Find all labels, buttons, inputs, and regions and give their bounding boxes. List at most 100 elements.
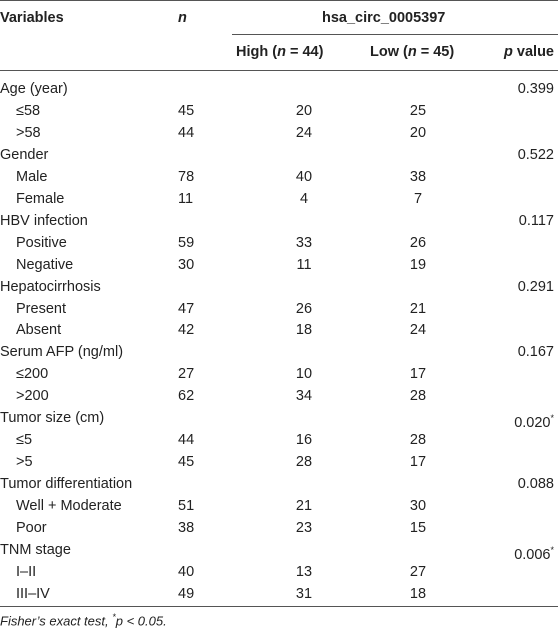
row-p-value: 0.291 [517, 278, 554, 295]
row-label: Poor [16, 520, 47, 536]
table-row: Tumor size (cm) 0.020* [0, 407, 558, 431]
table-row: Tumor differentiation 0.088 [0, 473, 558, 495]
row-p-value: 0.117 [518, 212, 554, 229]
row-low: 38 [409, 168, 427, 185]
table-row: HBV infection 0.117 [0, 210, 558, 232]
table-row: Hepatocirrhosis 0.291 [0, 276, 558, 298]
row-low: 7 [413, 190, 423, 207]
row-low: 17 [409, 366, 427, 383]
row-label: Negative [16, 256, 74, 273]
row-low: 28 [409, 432, 427, 449]
row-low: 28 [409, 388, 427, 405]
row-high: 24 [295, 124, 313, 141]
table-row: Present 47 26 21 [0, 298, 558, 320]
table-row: III–IV 49 31 18 [0, 583, 558, 605]
row-n: 38 [178, 520, 195, 536]
row-n: 42 [178, 322, 195, 339]
row-n: 59 [178, 234, 195, 251]
row-label: Serum AFP (ng/ml) [0, 344, 124, 361]
row-label: Tumor size (cm) [0, 410, 105, 427]
row-high: 20 [295, 102, 313, 119]
row-low: 19 [409, 256, 427, 273]
row-label: Hepatocirrhosis [0, 278, 101, 295]
table-row: Age (year) 0.399 [0, 78, 558, 100]
row-high: 40 [295, 168, 313, 185]
significance-star: * [550, 544, 554, 555]
row-p-value: 0.399 [517, 81, 554, 97]
row-label: TNM stage [0, 541, 71, 558]
row-low: 21 [409, 300, 427, 317]
table-row: >58 44 24 20 [0, 122, 558, 144]
row-high: 23 [295, 520, 313, 536]
row-n: 11 [178, 190, 194, 207]
row-n: 44 [178, 124, 195, 141]
table-row: Male 78 40 38 [0, 166, 558, 188]
row-label: III–IV [16, 585, 50, 602]
header-group: hsa_circ_0005397 [322, 10, 446, 26]
row-n: 45 [178, 102, 195, 119]
row-high: 10 [295, 366, 313, 383]
header-p-value: p value [504, 44, 554, 60]
row-p-value: 0.522 [517, 146, 554, 163]
row-n: 44 [178, 432, 195, 449]
group-underline-rule [232, 34, 558, 35]
row-low: 30 [409, 498, 427, 515]
row-p-value: 0.006* [514, 544, 554, 563]
row-low: 27 [409, 563, 427, 580]
header-low: Low (n = 45) [370, 44, 455, 60]
row-label: Female [16, 190, 65, 207]
row-n: 27 [178, 366, 195, 383]
bottom-rule [0, 606, 558, 607]
row-label: I–II [16, 563, 37, 580]
table-row: Serum AFP (ng/ml) 0.167 [0, 341, 558, 363]
table-row: Negative 30 11 19 [0, 254, 558, 276]
top-rule [0, 0, 558, 1]
table-row: Female 11 4 7 [0, 188, 558, 210]
significance-star: * [550, 413, 554, 424]
row-high: 31 [295, 585, 313, 602]
row-label: ≤5 [16, 432, 33, 449]
row-low: 17 [409, 454, 427, 471]
row-n: 30 [178, 256, 195, 273]
table-row: TNM stage 0.006* [0, 539, 558, 563]
row-low: 20 [409, 124, 427, 141]
row-label: Male [16, 168, 48, 185]
row-label: Gender [0, 146, 49, 163]
table-row: ≤200 27 10 17 [0, 363, 558, 385]
row-high: 33 [295, 234, 313, 251]
row-high: 28 [295, 454, 313, 471]
row-high: 18 [295, 322, 313, 339]
row-label: Well + Moderate [16, 498, 122, 515]
row-n: 78 [178, 168, 195, 185]
row-label: ≤200 [16, 366, 49, 383]
row-label: Tumor differentiation [0, 476, 133, 493]
row-high: 4 [299, 190, 309, 207]
table-row: Gender 0.522 [0, 144, 558, 166]
table-row: Poor 38 23 15 [0, 517, 558, 539]
table-row: >5 45 28 17 [0, 451, 558, 473]
row-n: 45 [178, 454, 195, 471]
row-n: 62 [178, 388, 195, 405]
header-high: High (n = 44) [236, 44, 324, 60]
row-label: Age (year) [0, 81, 68, 97]
row-label: HBV infection [0, 212, 88, 229]
row-label: >58 [16, 124, 41, 141]
row-high: 21 [295, 498, 313, 515]
row-low: 18 [409, 585, 427, 602]
row-label: Present [16, 300, 66, 317]
table-footnote: Fisher’s exact test, *p < 0.05. [0, 612, 167, 629]
table-row: ≤5 44 16 28 [0, 429, 558, 451]
row-low: 24 [409, 322, 427, 339]
row-low: 15 [409, 520, 427, 536]
row-p-value: 0.020* [514, 413, 554, 432]
row-label: >200 [16, 388, 49, 405]
header-bottom-rule [0, 70, 558, 71]
row-label: Absent [16, 322, 62, 339]
table-row: Well + Moderate 51 21 30 [0, 495, 558, 517]
table-row: I–II 40 13 27 [0, 561, 558, 583]
row-n: 49 [178, 585, 195, 602]
header-variables: Variables [0, 10, 64, 26]
table-row: Absent 42 18 24 [0, 319, 558, 341]
row-high: 16 [295, 432, 313, 449]
table-row: Positive 59 33 26 [0, 232, 558, 254]
